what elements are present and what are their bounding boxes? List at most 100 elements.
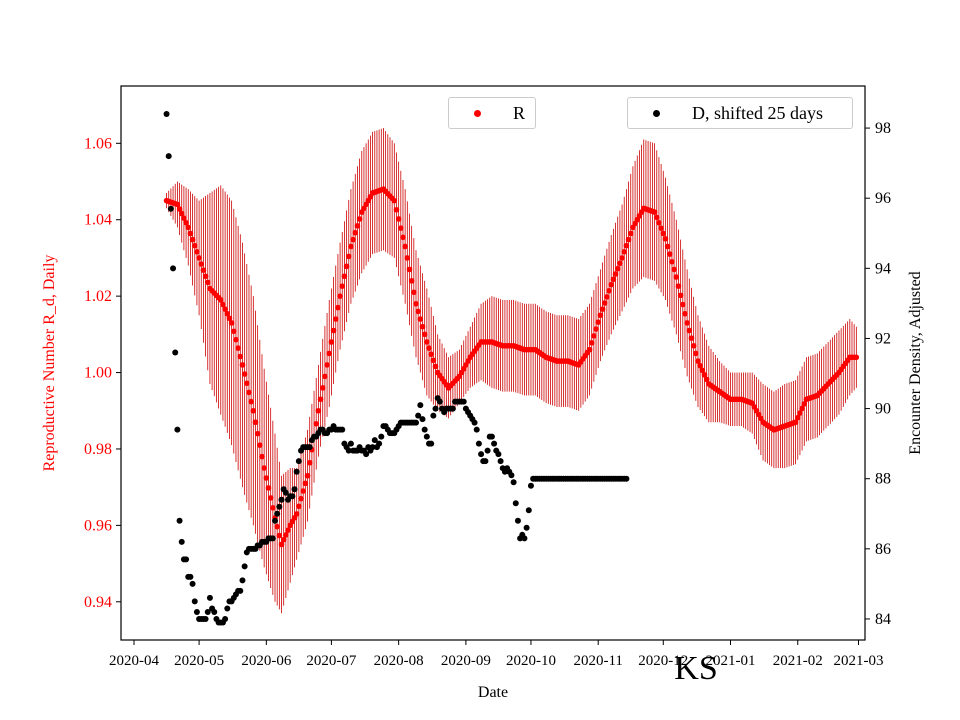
d-point bbox=[423, 433, 430, 440]
r-point bbox=[666, 251, 673, 257]
r-point bbox=[337, 293, 343, 299]
r-point bbox=[625, 236, 632, 243]
r-point bbox=[267, 495, 274, 501]
d-point bbox=[282, 489, 289, 496]
r-point bbox=[688, 335, 695, 341]
r-point bbox=[328, 339, 335, 345]
d-point bbox=[523, 524, 530, 531]
r-point bbox=[298, 495, 304, 502]
d-point bbox=[172, 349, 179, 356]
x-axis: 2020-04 2020-05 2020-06 2020-07 2020-08 2020-… bbox=[109, 640, 883, 669]
d-point bbox=[482, 458, 489, 465]
r-point bbox=[226, 315, 233, 322]
d-point bbox=[510, 479, 517, 486]
d-point bbox=[460, 398, 467, 405]
d-point bbox=[339, 426, 346, 433]
r-point bbox=[246, 389, 252, 396]
r-point bbox=[398, 225, 404, 231]
d-point bbox=[417, 402, 424, 409]
r-point bbox=[265, 485, 272, 491]
r-point bbox=[424, 339, 430, 345]
r-point bbox=[621, 249, 628, 255]
r-point bbox=[302, 480, 309, 487]
d-point bbox=[473, 426, 480, 433]
d-point bbox=[211, 608, 218, 615]
r-point bbox=[335, 304, 341, 311]
r-point bbox=[322, 373, 328, 380]
r-point bbox=[627, 230, 634, 237]
r-point bbox=[794, 414, 801, 421]
r-point bbox=[244, 380, 250, 387]
r-point bbox=[257, 442, 263, 448]
d-point bbox=[432, 405, 439, 412]
r-point bbox=[187, 230, 194, 237]
r-point bbox=[283, 532, 289, 538]
d-point bbox=[491, 440, 498, 447]
d-point bbox=[514, 517, 521, 524]
d-point bbox=[412, 419, 419, 426]
x-tick-label-8: 2020-12 bbox=[638, 653, 688, 669]
legend-d-marker bbox=[653, 109, 660, 117]
r-point bbox=[339, 283, 346, 290]
r-point bbox=[656, 219, 662, 226]
d-point bbox=[363, 451, 370, 458]
r-point bbox=[428, 351, 434, 358]
x-tick-label-5: 2020-09 bbox=[441, 653, 491, 669]
d-point bbox=[471, 419, 478, 426]
d-point bbox=[239, 577, 246, 584]
r-point bbox=[426, 345, 432, 351]
r-point bbox=[391, 197, 398, 204]
r-point bbox=[799, 405, 805, 412]
r-point bbox=[586, 346, 593, 353]
r-point bbox=[196, 255, 202, 261]
x-tick-label-2: 2020-06 bbox=[241, 653, 291, 669]
r-point bbox=[248, 398, 254, 405]
r-point bbox=[176, 206, 183, 212]
r-point bbox=[324, 362, 330, 368]
r-point bbox=[278, 541, 285, 548]
r-point bbox=[675, 283, 682, 290]
r-point bbox=[354, 223, 361, 229]
r-point bbox=[217, 297, 224, 303]
d-point bbox=[376, 440, 383, 447]
d-point bbox=[222, 615, 229, 622]
r-point bbox=[677, 292, 684, 299]
r-point bbox=[352, 229, 359, 236]
d-point bbox=[163, 111, 170, 118]
y-right-tick-label-7: 98 bbox=[875, 120, 891, 137]
d-point bbox=[525, 507, 532, 514]
y-right-tick-label-1: 86 bbox=[875, 541, 891, 558]
y-left-tick-label-2: 0.98 bbox=[84, 441, 112, 458]
r-point bbox=[606, 287, 612, 294]
d-point bbox=[495, 451, 502, 458]
r-point bbox=[296, 503, 302, 510]
r-point bbox=[241, 371, 248, 377]
d-series-group bbox=[163, 111, 630, 626]
d-point bbox=[415, 412, 422, 419]
d-point bbox=[521, 535, 528, 542]
r-point bbox=[341, 273, 348, 280]
r-point bbox=[419, 323, 426, 330]
r-point bbox=[326, 350, 333, 357]
d-point bbox=[484, 447, 491, 454]
r-point bbox=[343, 263, 350, 270]
r-point bbox=[684, 320, 690, 326]
plot-area-frame bbox=[120, 85, 866, 641]
r-point bbox=[202, 273, 209, 280]
r-point bbox=[220, 301, 226, 308]
d-point bbox=[224, 605, 231, 612]
r-point bbox=[200, 267, 207, 273]
d-point bbox=[274, 510, 281, 517]
d-point bbox=[276, 503, 283, 510]
r-point bbox=[415, 308, 421, 315]
r-point bbox=[610, 276, 617, 283]
r-point bbox=[332, 316, 339, 322]
y-right-tick-label-2: 88 bbox=[875, 471, 891, 488]
d-point bbox=[237, 587, 244, 594]
r-point bbox=[222, 306, 228, 312]
r-point bbox=[280, 536, 287, 543]
d-point bbox=[345, 447, 352, 454]
r-point bbox=[345, 253, 352, 260]
y-left-tick-label-1: 0.96 bbox=[84, 517, 112, 534]
